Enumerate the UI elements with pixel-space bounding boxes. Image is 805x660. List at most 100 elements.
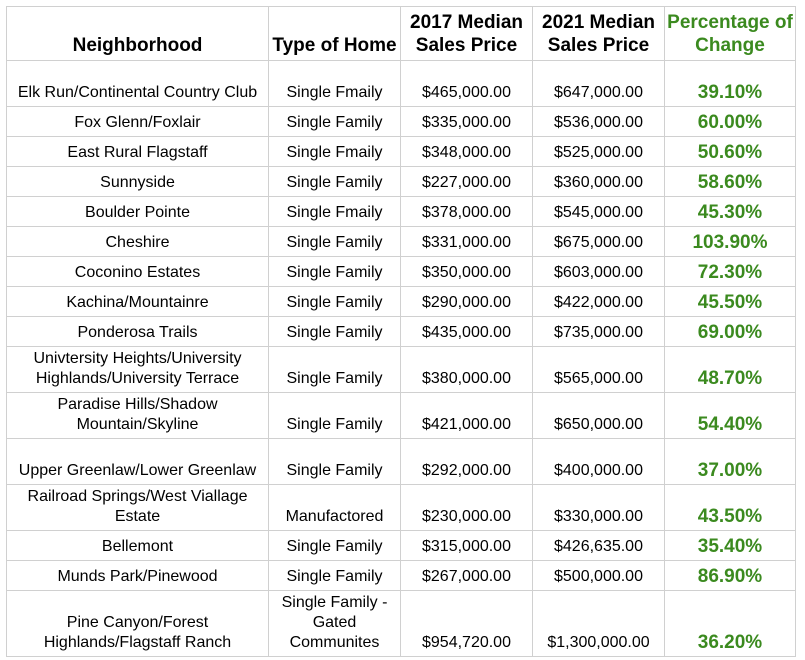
price-2017-cell: $227,000.00 [400,166,533,197]
table-row: East Rural Flagstaff Single Fmaily $348,… [6,136,796,167]
change-cell: 45.30% [664,196,796,227]
change-cell: 36.20% [664,590,796,657]
header-2021-price: 2021 Median Sales Price [532,6,665,61]
price-2021-cell: $735,000.00 [532,316,665,347]
price-2017-cell: $267,000.00 [400,560,533,591]
header-neighborhood: Neighborhood [6,6,269,61]
table-row: Boulder Pointe Single Fmaily $378,000.00… [6,196,796,227]
price-2017-cell: $350,000.00 [400,256,533,287]
price-2017-cell: $465,000.00 [400,60,533,107]
change-cell: 72.30% [664,256,796,287]
price-2021-cell: $650,000.00 [532,392,665,439]
table-row: Upper Greenlaw/Lower Greenlaw Single Fam… [6,438,796,485]
neighborhood-cell: Kachina/Mountainre [6,286,269,317]
price-2017-cell: $380,000.00 [400,346,533,393]
change-cell: 60.00% [664,106,796,137]
price-2021-cell: $500,000.00 [532,560,665,591]
type-cell: Manufactored [268,484,401,531]
change-cell: 48.70% [664,346,796,393]
type-cell: Single Family [268,256,401,287]
table-row: Bellemont Single Family $315,000.00 $426… [6,530,796,561]
table-row: Munds Park/Pinewood Single Family $267,0… [6,560,796,591]
price-2017-cell: $435,000.00 [400,316,533,347]
neighborhood-cell: Munds Park/Pinewood [6,560,269,591]
table-row: Cheshire Single Family $331,000.00 $675,… [6,226,796,257]
price-2017-cell: $230,000.00 [400,484,533,531]
change-cell: 50.60% [664,136,796,167]
price-2017-cell: $290,000.00 [400,286,533,317]
header-row: Neighborhood Type of Home 2017 Median Sa… [6,6,796,61]
price-2021-cell: $525,000.00 [532,136,665,167]
change-cell: 86.90% [664,560,796,591]
price-2021-cell: $675,000.00 [532,226,665,257]
table-row: Kachina/Mountainre Single Family $290,00… [6,286,796,317]
type-cell: Single Family [268,438,401,485]
table-row: Pine Canyon/Forest Highlands/Flagstaff R… [6,590,796,657]
home-prices-table: Neighborhood Type of Home 2017 Median Sa… [6,6,796,657]
type-cell: Single Family [268,560,401,591]
price-2021-cell: $545,000.00 [532,196,665,227]
type-cell: Single Family - Gated Communites [268,590,401,657]
table-row: Univtersity Heights/University Highlands… [6,346,796,393]
price-2017-cell: $421,000.00 [400,392,533,439]
table-row: Railroad Springs/West Viallage Estate Ma… [6,484,796,531]
type-cell: Single Family [268,106,401,137]
change-cell: 45.50% [664,286,796,317]
type-cell: Single Family [268,346,401,393]
header-2017-price: 2017 Median Sales Price [400,6,533,61]
type-cell: Single Fmaily [268,196,401,227]
type-cell: Single Family [268,316,401,347]
type-cell: Single Family [268,226,401,257]
type-cell: Single Fmaily [268,60,401,107]
header-type: Type of Home [268,6,401,61]
price-2017-cell: $348,000.00 [400,136,533,167]
price-2021-cell: $422,000.00 [532,286,665,317]
neighborhood-cell: Univtersity Heights/University Highlands… [6,346,269,393]
change-cell: 54.40% [664,392,796,439]
neighborhood-cell: Upper Greenlaw/Lower Greenlaw [6,438,269,485]
neighborhood-cell: Bellemont [6,530,269,561]
price-2017-cell: $335,000.00 [400,106,533,137]
neighborhood-cell: Cheshire [6,226,269,257]
change-cell: 39.10% [664,60,796,107]
price-2021-cell: $360,000.00 [532,166,665,197]
neighborhood-cell: Paradise Hills/Shadow Mountain/Skyline [6,392,269,439]
type-cell: Single Family [268,392,401,439]
price-2021-cell: $1,300,000.00 [532,590,665,657]
neighborhood-cell: Elk Run/Continental Country Club [6,60,269,107]
price-2021-cell: $603,000.00 [532,256,665,287]
price-2021-cell: $426,635.00 [532,530,665,561]
table-row: Fox Glenn/Foxlair Single Family $335,000… [6,106,796,137]
price-2017-cell: $954,720.00 [400,590,533,657]
type-cell: Single Family [268,166,401,197]
change-cell: 37.00% [664,438,796,485]
table-row: Sunnyside Single Family $227,000.00 $360… [6,166,796,197]
change-cell: 35.40% [664,530,796,561]
neighborhood-cell: East Rural Flagstaff [6,136,269,167]
header-percentage-change: Percentage of Change [664,6,796,61]
change-cell: 103.90% [664,226,796,257]
table-row: Paradise Hills/Shadow Mountain/Skyline S… [6,392,796,439]
neighborhood-cell: Fox Glenn/Foxlair [6,106,269,137]
price-2021-cell: $536,000.00 [532,106,665,137]
table-row: Coconino Estates Single Family $350,000.… [6,256,796,287]
neighborhood-cell: Boulder Pointe [6,196,269,227]
neighborhood-cell: Railroad Springs/West Viallage Estate [6,484,269,531]
neighborhood-cell: Sunnyside [6,166,269,197]
price-2021-cell: $647,000.00 [532,60,665,107]
table-row: Elk Run/Continental Country Club Single … [6,60,796,107]
type-cell: Single Family [268,286,401,317]
price-2021-cell: $330,000.00 [532,484,665,531]
price-2017-cell: $378,000.00 [400,196,533,227]
price-2017-cell: $315,000.00 [400,530,533,561]
neighborhood-cell: Coconino Estates [6,256,269,287]
neighborhood-cell: Ponderosa Trails [6,316,269,347]
price-2021-cell: $400,000.00 [532,438,665,485]
price-2017-cell: $292,000.00 [400,438,533,485]
change-cell: 43.50% [664,484,796,531]
neighborhood-cell: Pine Canyon/Forest Highlands/Flagstaff R… [6,590,269,657]
table-row: Ponderosa Trails Single Family $435,000.… [6,316,796,347]
price-2021-cell: $565,000.00 [532,346,665,393]
price-2017-cell: $331,000.00 [400,226,533,257]
change-cell: 58.60% [664,166,796,197]
